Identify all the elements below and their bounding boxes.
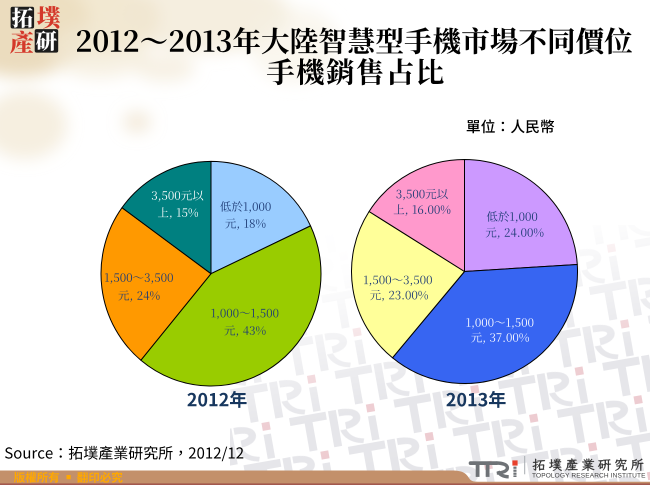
svg-text:TOPOLOGY RESEARCH INSTITUTE: TOPOLOGY RESEARCH INSTITUTE bbox=[532, 472, 646, 479]
